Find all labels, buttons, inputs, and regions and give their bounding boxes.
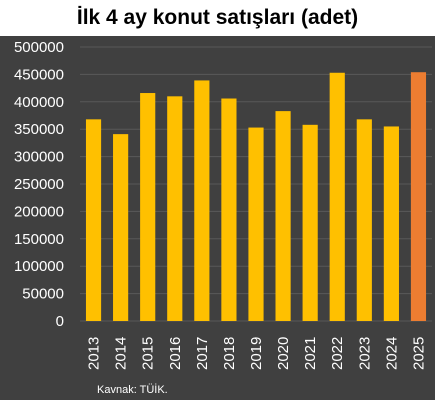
x-tick-label: 2019 (248, 337, 265, 370)
x-tick-label: 2014 (113, 337, 130, 370)
y-tick-label: 300000 (14, 149, 64, 166)
y-tick-label: 400000 (14, 94, 64, 111)
y-tick-label: 200000 (14, 203, 64, 220)
x-tick-label: 2023 (356, 337, 373, 370)
x-tick-label: 2013 (86, 337, 103, 370)
y-tick-label: 0 (56, 313, 64, 330)
x-tick-label: 2022 (329, 337, 346, 370)
x-tick-label: 2015 (140, 337, 157, 370)
bar-2019 (248, 127, 264, 321)
y-axis-ticks: 0 50000 100000 150000 200000 250000 300000 3500… (14, 39, 64, 330)
y-tick-label: 500000 (14, 39, 64, 56)
bar-2014 (113, 134, 129, 321)
x-tick-label: 2024 (383, 337, 400, 370)
x-tick-label: 2018 (221, 337, 238, 370)
y-tick-label: 50000 (22, 286, 64, 303)
bar-2022 (329, 72, 345, 321)
bar-2023 (356, 119, 372, 321)
bar-2024 (383, 126, 399, 322)
y-tick-label: 250000 (14, 176, 64, 193)
bars (85, 72, 427, 322)
bar-2020 (275, 111, 291, 321)
bar-2025 (410, 72, 427, 321)
bar-2021 (302, 124, 318, 321)
y-tick-label: 450000 (14, 66, 64, 83)
bar-2017 (194, 80, 210, 321)
chart-panel: 0 50000 100000 150000 200000 250000 300000 3500… (0, 36, 435, 400)
x-tick-label: 2025 (410, 337, 427, 370)
y-tick-label: 350000 (14, 121, 64, 138)
bar-2018 (221, 98, 237, 322)
x-tick-label: 2017 (194, 337, 211, 370)
bar-2015 (140, 93, 156, 321)
y-tick-label: 150000 (14, 231, 64, 248)
y-tick-label: 100000 (14, 258, 64, 275)
chart-title: İlk 4 ay konut satışları (adet) (76, 6, 359, 29)
bar-2016 (167, 96, 183, 321)
bar-chart: 0 50000 100000 150000 200000 250000 300000 3500… (0, 36, 435, 400)
x-tick-label: 2016 (167, 337, 184, 370)
source-note: Kavnak: TÜİK. (97, 383, 168, 396)
bar-2013 (85, 119, 102, 321)
x-axis-ticks: 2013 2014 2015 2016 2017 2018 2019 2020 2021 2022… (86, 337, 428, 370)
x-tick-label: 2021 (302, 337, 319, 370)
x-tick-label: 2020 (275, 337, 292, 370)
